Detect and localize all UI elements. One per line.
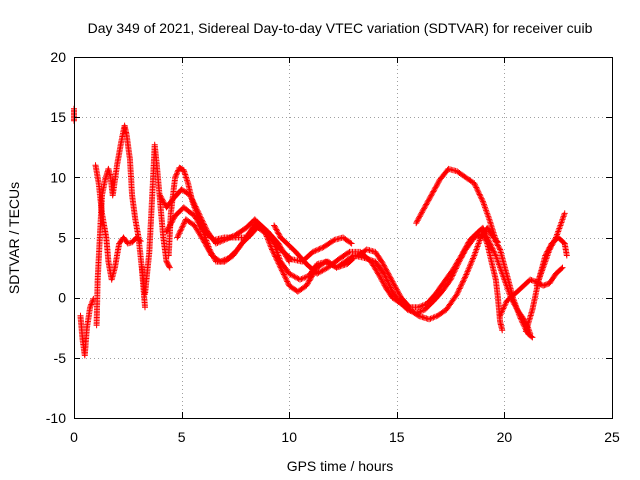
marker-trace xyxy=(93,122,148,329)
x-tick-label: 20 xyxy=(497,429,513,445)
marker-trace xyxy=(533,210,568,289)
marker-trace xyxy=(355,224,534,337)
x-axis-label: GPS time / hours xyxy=(287,458,394,474)
series-track-n xyxy=(533,210,568,289)
x-tick-label: 15 xyxy=(389,429,405,445)
marker-trace xyxy=(497,264,566,319)
x-tick-label: 5 xyxy=(178,429,186,445)
series-track-b xyxy=(93,122,148,329)
y-tick-label: 10 xyxy=(50,169,66,185)
series-track-h xyxy=(163,204,293,265)
marker-trace xyxy=(138,141,173,298)
y-tick-label: 5 xyxy=(58,230,66,246)
series-track-l xyxy=(497,264,566,319)
x-tick-label: 10 xyxy=(281,429,297,445)
marker-trace xyxy=(163,204,293,265)
chart-title: Day 349 of 2021, Sidereal Day-to-day VTE… xyxy=(88,20,593,36)
marker-trace xyxy=(92,162,144,283)
series-track-c xyxy=(92,162,144,283)
y-tick-label: -5 xyxy=(54,350,67,366)
series-track-f xyxy=(157,186,506,334)
marker-trace xyxy=(157,186,506,334)
y-tick-label: 15 xyxy=(50,109,66,125)
series-track-a xyxy=(77,295,97,359)
y-tick-label: 20 xyxy=(50,49,66,65)
x-tick-label: 0 xyxy=(70,429,78,445)
data-markers xyxy=(71,105,570,359)
axis-ticks: 0 5 10 15 20 25 -10 -5 0 5 10 15 20 xyxy=(46,49,620,445)
series-track-j xyxy=(355,224,534,337)
x-tick-label: 25 xyxy=(604,429,620,445)
marker-trace xyxy=(77,295,97,359)
series-track-d xyxy=(138,141,173,298)
marker-trace xyxy=(413,165,501,246)
series-track-k xyxy=(413,165,501,246)
y-tick-label: -10 xyxy=(46,410,66,426)
y-tick-label: 0 xyxy=(58,290,66,306)
y-axis-label: SDTVAR / TECUs xyxy=(6,182,22,294)
